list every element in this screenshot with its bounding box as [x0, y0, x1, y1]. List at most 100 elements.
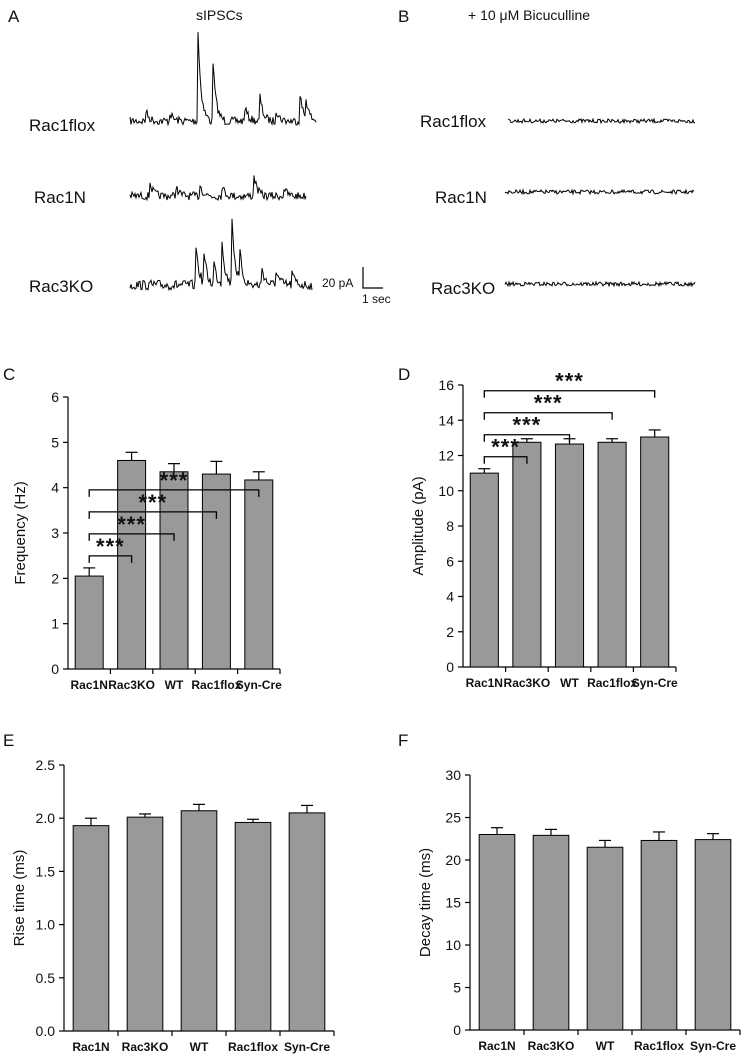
y-tick-label: 14 — [438, 412, 454, 428]
category-label: Rac3KO — [504, 676, 551, 690]
bar-syn-cre — [640, 436, 670, 668]
significance-stars: *** — [96, 534, 125, 559]
bar-rac1flox — [597, 441, 627, 668]
panel-a: A sIPSCs Rac1flox Rac1N Rac3KO 20 pA 1 s… — [8, 7, 391, 306]
y-tick-label: 2 — [446, 624, 454, 640]
category-label: Syn-Cre — [690, 1039, 736, 1053]
significance-bracket — [88, 489, 260, 497]
significance-stars: *** — [555, 369, 584, 394]
significance-bracket — [88, 511, 218, 519]
scale-bar-current-label: 20 pA — [322, 276, 353, 290]
y-axis-title: Amplitude (pA) — [410, 476, 427, 575]
panel-letter-f: F — [398, 731, 408, 750]
y-tick-label: 5 — [453, 980, 461, 996]
y-tick-label: 20 — [445, 852, 461, 868]
y-tick-label: 6 — [51, 389, 59, 405]
bar-syn-cre — [694, 839, 732, 1031]
category-label: Syn-Cre — [632, 676, 678, 690]
category-label: WT — [560, 676, 579, 690]
bar-rac1flox — [640, 839, 678, 1031]
significance-bracket — [483, 390, 656, 398]
bar-rac1flox — [234, 821, 272, 1032]
significance-stars: *** — [160, 468, 189, 493]
trace-b-rac3ko — [504, 280, 696, 288]
trace-label-b-rac3ko: Rac3KO — [431, 279, 495, 298]
significance-stars: *** — [491, 435, 520, 460]
trace-a-rac1flox — [129, 32, 317, 127]
y-tick-label: 0 — [453, 1022, 461, 1038]
amplitude-chart: 0 2 4 6 8 10 12 14 16 Amplitude (pA) Rac1N Rac3KO WT… — [410, 369, 678, 690]
bar-syn-cre — [244, 479, 274, 670]
y-tick-label: 4 — [446, 589, 454, 605]
trace-group-b — [504, 117, 696, 288]
y-tick-label: 2.5 — [36, 757, 56, 773]
significance-bracket — [483, 434, 571, 442]
trace-label-a-rac3ko: Rac3KO — [29, 277, 93, 296]
y-tick-label: 2 — [51, 570, 59, 586]
y-tick-label: 2.0 — [36, 810, 56, 826]
significance-bracket — [483, 412, 613, 420]
frequency-chart: 0 1 2 3 4 5 6 Frequency (Hz) Rac1N Rac3KO WT Rac1fl… — [12, 389, 282, 692]
category-label: Rac1N — [478, 1039, 515, 1053]
y-tick-label: 8 — [446, 518, 454, 534]
significance-bracket — [88, 555, 133, 563]
category-label: Syn-Cre — [236, 678, 282, 692]
y-tick-label: 5 — [51, 434, 59, 450]
bar-syn-cre — [288, 812, 326, 1032]
significance-stars: *** — [513, 413, 542, 438]
scale-bar-time-label: 1 sec — [362, 292, 391, 306]
panel-letter-b: B — [398, 7, 409, 26]
category-label: WT — [596, 1039, 615, 1053]
y-tick-label: 3 — [51, 525, 59, 541]
trace-label-a-rac1flox: Rac1flox — [29, 116, 96, 135]
panel-d: D 0 2 4 6 8 10 12 14 16 Amplitude (pA) Rac1N Rac3KO… — [398, 365, 678, 690]
y-tick-label: 25 — [445, 810, 461, 826]
decay-time-chart: 0 5 10 15 20 25 30 Decay time (ms) Rac1N Rac3KO WT… — [417, 767, 741, 1053]
significance-stars: *** — [117, 512, 146, 537]
trace-label-b-rac1flox: Rac1flox — [420, 112, 487, 131]
category-label: Rac1N — [72, 1040, 109, 1054]
y-tick-label: 1.5 — [36, 863, 56, 879]
bar-rac1n — [478, 834, 516, 1031]
bar-rac3ko — [126, 816, 164, 1032]
panel-b: B + 10 μM Bicuculline Rac1flox Rac1N Rac… — [398, 7, 696, 298]
y-tick-label: 1 — [51, 616, 59, 632]
panel-b-title: + 10 μM Bicuculline — [468, 7, 590, 23]
category-label: Rac1flox — [191, 678, 241, 692]
y-tick-label: 0.5 — [36, 970, 56, 986]
significance-stars: *** — [138, 490, 167, 515]
y-axis-title: Frequency (Hz) — [12, 481, 29, 584]
y-tick-label: 1.0 — [36, 917, 56, 933]
y-tick-label: 16 — [438, 377, 454, 393]
bar-rac1n — [74, 575, 104, 670]
y-tick-label: 0.0 — [36, 1023, 56, 1039]
category-label: Rac1N — [466, 676, 503, 690]
bar-wt — [159, 471, 189, 670]
category-label: WT — [165, 678, 184, 692]
trace-label-a-rac1n: Rac1N — [34, 188, 86, 207]
trace-b-rac1n — [504, 188, 695, 196]
panel-letter-c: C — [3, 365, 15, 384]
y-tick-label: 30 — [445, 767, 461, 783]
category-label: Rac1N — [71, 678, 108, 692]
category-label: Rac3KO — [528, 1039, 575, 1053]
bar-wt — [180, 810, 218, 1032]
panel-f: F 0 5 10 15 20 25 30 Decay time (ms) Rac1N Rac3KO… — [398, 731, 741, 1053]
bar-wt — [554, 443, 585, 668]
category-label: Rac1flox — [228, 1040, 278, 1054]
significance-stars: *** — [534, 391, 563, 416]
trace-label-b-rac1n: Rac1N — [435, 188, 487, 207]
panel-letter-d: D — [398, 365, 410, 384]
panel-letter-a: A — [8, 7, 20, 26]
bar-rac1flox — [201, 473, 231, 670]
bar-rac3ko — [512, 441, 542, 668]
category-label: Rac1flox — [587, 676, 637, 690]
y-tick-label: 0 — [446, 659, 454, 675]
category-label: Rac3KO — [108, 678, 155, 692]
y-tick-label: 12 — [438, 448, 454, 464]
panel-a-title: sIPSCs — [196, 7, 243, 23]
significance-bracket — [88, 533, 175, 541]
y-tick-label: 6 — [446, 553, 454, 569]
y-tick-label: 4 — [51, 480, 59, 496]
